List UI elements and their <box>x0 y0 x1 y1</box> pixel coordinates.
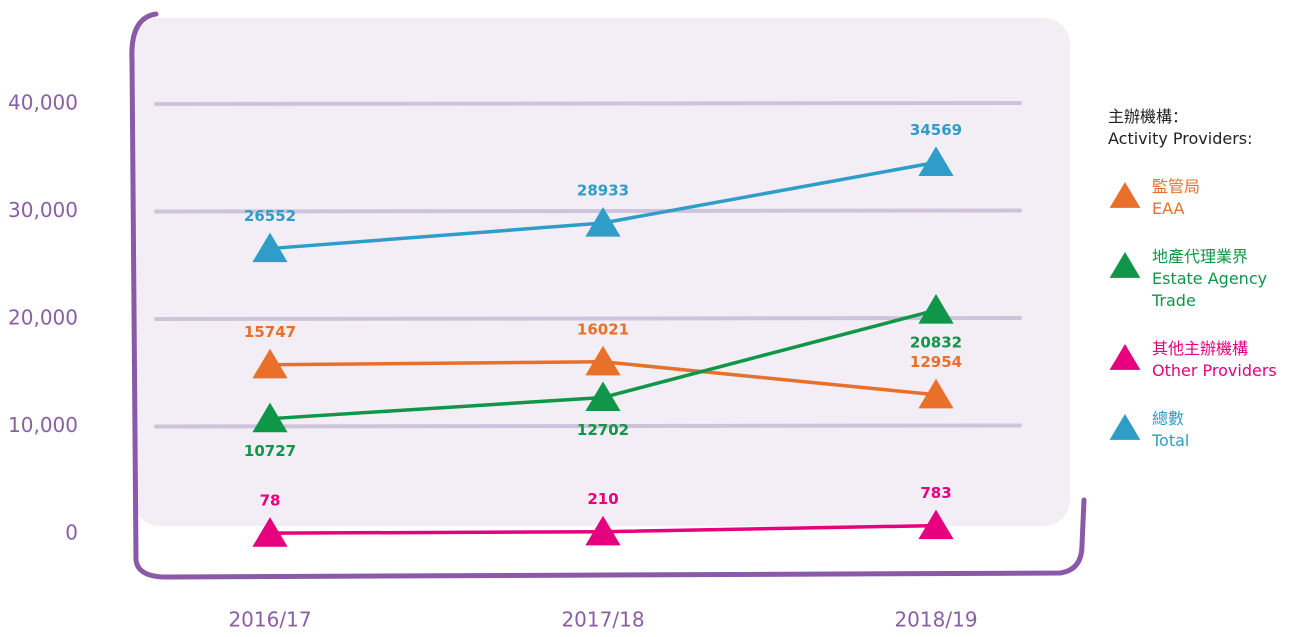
data-label: 20832 <box>910 334 962 352</box>
legend-label: 其他主辦機構 <box>1152 339 1249 358</box>
data-label: 26552 <box>244 207 296 225</box>
marker <box>918 378 954 409</box>
legend-icon <box>1109 414 1141 440</box>
legend-title-en: Activity Providers: <box>1108 129 1253 148</box>
plot-panel <box>134 18 1070 526</box>
legend-text: 地產代理業界 Estate Agency Trade <box>1152 246 1292 312</box>
legend-marker <box>1109 182 1141 208</box>
data-label: 15747 <box>244 323 296 341</box>
legend: 主辦機構： Activity Providers: 監管局 EAA 地產代理業界 Es… <box>1108 106 1298 452</box>
legend-title: 主辦機構： <box>1108 107 1189 126</box>
legend-label: Estate Agency Trade <box>1152 269 1268 310</box>
data-label: 78 <box>260 492 281 510</box>
legend-item: 總數 Total <box>1108 408 1298 452</box>
marker <box>585 381 621 412</box>
marker <box>252 402 288 433</box>
y-tick-label: 20,000 <box>8 306 78 330</box>
legend-icon <box>1109 182 1141 208</box>
legend-label: Total <box>1152 431 1190 450</box>
legend-text: 監管局 EAA <box>1152 176 1292 220</box>
legend-marker <box>1109 344 1141 370</box>
grid-line <box>154 423 1022 429</box>
legend-icon <box>1109 252 1141 278</box>
y-tick-label: 40,000 <box>8 91 78 115</box>
grid-line <box>154 101 1022 106</box>
legend-label: EAA <box>1152 199 1185 218</box>
marker <box>252 348 288 379</box>
x-tick-label: 2017/18 <box>561 608 644 632</box>
data-label: 10727 <box>244 442 296 460</box>
marker <box>585 515 621 546</box>
legend-marker <box>1109 414 1141 440</box>
data-label: 16021 <box>577 320 629 338</box>
y-tick-label: 30,000 <box>8 198 78 222</box>
marker <box>252 232 288 263</box>
data-label: 12954 <box>910 353 962 371</box>
legend-label: 地產代理業界 <box>1152 247 1249 266</box>
legend-item: 地產代理業界 Estate Agency Trade <box>1108 246 1298 312</box>
marker <box>585 206 621 237</box>
x-tick-label: 2018/19 <box>894 608 977 632</box>
legend-text: 總數 Total <box>1152 408 1292 452</box>
legend-label: 監管局 <box>1152 177 1201 196</box>
data-label: 28933 <box>577 181 629 199</box>
legend-item: 監管局 EAA <box>1108 176 1298 220</box>
chart: 0 10,000 20,000 30,000 40,000 2016/17 2017/18 2… <box>8 11 1087 632</box>
frame <box>129 11 1087 580</box>
legend-icon <box>1109 344 1141 370</box>
marker <box>918 509 954 540</box>
marker <box>918 294 954 324</box>
grid-line <box>154 316 1022 321</box>
data-label: 34569 <box>910 121 962 139</box>
legend-marker <box>1109 252 1141 278</box>
marker <box>918 146 954 176</box>
grid-line <box>154 208 1022 214</box>
legend-label: Other Providers <box>1152 361 1277 380</box>
marker <box>585 345 621 376</box>
legend-text: 其他主辦機構 Other Providers <box>1152 338 1292 382</box>
data-label: 783 <box>920 484 951 502</box>
data-label: 210 <box>587 490 618 508</box>
x-tick-label: 2016/17 <box>228 608 311 632</box>
y-tick-label: 10,000 <box>8 413 78 437</box>
legend-label: 總數 <box>1152 409 1185 428</box>
marker <box>252 517 288 547</box>
y-tick-label: 0 <box>65 521 78 545</box>
data-label: 12702 <box>577 421 629 439</box>
legend-item: 其他主辦機構 Other Providers <box>1108 338 1298 382</box>
